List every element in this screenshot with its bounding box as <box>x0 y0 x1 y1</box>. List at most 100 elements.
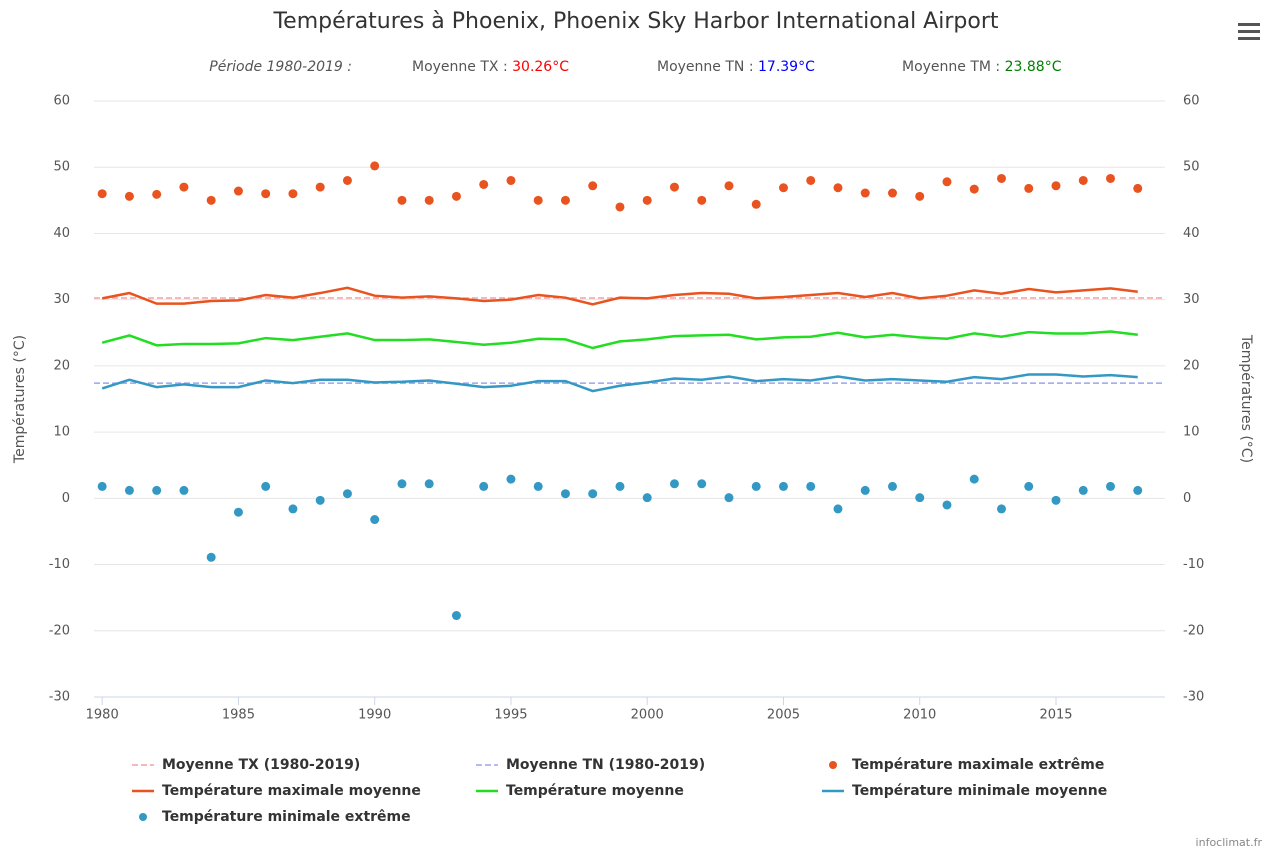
y-tick-label: 0 <box>62 491 70 506</box>
point <box>724 181 734 191</box>
point <box>915 191 925 201</box>
menu-bar[interactable] <box>1238 23 1260 26</box>
point <box>560 489 570 499</box>
point <box>751 481 761 491</box>
y2-tick-label: 20 <box>1183 358 1200 373</box>
menu[interactable] <box>1238 23 1260 40</box>
legend-symbol <box>139 813 147 821</box>
x-tick-label: 2000 <box>631 708 664 723</box>
point <box>288 189 298 199</box>
point <box>342 489 352 499</box>
y2-tick-label: -30 <box>1183 690 1204 705</box>
y-tick-label: 40 <box>53 226 70 241</box>
point <box>288 504 298 514</box>
chart-title: Températures à Phoenix, Phoenix Sky Harb… <box>272 9 998 34</box>
x-tick-label: 1995 <box>494 708 527 723</box>
stat-label: Moyenne TN : <box>657 59 754 75</box>
y2-tick-label: -10 <box>1183 557 1204 572</box>
x-tick-label: 1985 <box>222 708 255 723</box>
point <box>969 184 979 194</box>
stat: Moyenne TM : 23.88°C <box>902 59 1062 75</box>
point <box>206 195 216 205</box>
menu-bar[interactable] <box>1238 37 1260 40</box>
point <box>697 479 707 489</box>
point <box>424 479 434 489</box>
y2-tick-label: -20 <box>1183 623 1204 638</box>
point <box>533 481 543 491</box>
menu-bar[interactable] <box>1238 30 1260 33</box>
point <box>451 611 461 621</box>
point <box>806 175 816 185</box>
point <box>1051 181 1061 191</box>
legend-label: Température maximale extrême <box>852 757 1104 773</box>
point <box>806 481 816 491</box>
point <box>697 195 707 205</box>
x-tick-label: 2010 <box>903 708 936 723</box>
point <box>97 189 107 199</box>
legend-label: Moyenne TN (1980-2019) <box>506 757 705 773</box>
point <box>342 175 352 185</box>
x-tick-label: 1990 <box>358 708 391 723</box>
point <box>724 493 734 503</box>
point <box>479 481 489 491</box>
legend-label: Température maximale moyenne <box>162 783 421 799</box>
point <box>1078 485 1088 495</box>
y-tick-label: 10 <box>53 425 70 440</box>
y2-tick-label: 0 <box>1183 491 1191 506</box>
point <box>615 202 625 212</box>
y2-tick-label: 50 <box>1183 160 1200 175</box>
point <box>615 481 625 491</box>
y-tick-label: 60 <box>53 94 70 109</box>
point <box>642 493 652 503</box>
point <box>206 552 216 562</box>
point <box>152 485 162 495</box>
point <box>887 188 897 198</box>
point <box>860 485 870 495</box>
point <box>1133 183 1143 193</box>
point <box>370 161 380 171</box>
credit: infoclimat.fr <box>1196 836 1263 849</box>
point <box>588 181 598 191</box>
point <box>370 515 380 525</box>
point <box>397 479 407 489</box>
point <box>261 481 271 491</box>
y-tick-label: 20 <box>53 358 70 373</box>
series-line <box>101 286 1138 306</box>
point <box>124 191 134 201</box>
y2-tick-label: 30 <box>1183 292 1200 307</box>
point <box>915 493 925 503</box>
point <box>315 182 325 192</box>
stat-label: Moyenne TX : <box>412 59 508 75</box>
point <box>97 481 107 491</box>
stat-value: 30.26°C <box>512 59 569 75</box>
point <box>942 500 952 510</box>
y-tick-label: -10 <box>49 557 70 572</box>
legend-label: Température minimale moyenne <box>852 783 1107 799</box>
point <box>996 173 1006 183</box>
point <box>479 179 489 189</box>
point <box>887 481 897 491</box>
x-tick-label: 1980 <box>86 708 119 723</box>
point <box>669 479 679 489</box>
point <box>506 175 516 185</box>
point <box>1024 183 1034 193</box>
point <box>124 485 134 495</box>
stat-value: 17.39°C <box>758 59 815 75</box>
point <box>315 495 325 505</box>
legend-label: Température minimale extrême <box>162 809 411 825</box>
point <box>451 191 461 201</box>
y-tick-label: 30 <box>53 292 70 307</box>
point <box>1078 175 1088 185</box>
legend-label: Moyenne TX (1980-2019) <box>162 757 360 773</box>
x-tick-label: 2005 <box>767 708 800 723</box>
x-tick-label: 2015 <box>1039 708 1072 723</box>
point <box>179 182 189 192</box>
point <box>860 188 870 198</box>
point <box>833 183 843 193</box>
legend-label: Température moyenne <box>506 783 684 799</box>
stat-value: 23.88°C <box>1005 59 1062 75</box>
point <box>152 189 162 199</box>
y2-tick-label: 60 <box>1183 94 1200 109</box>
y2-tick-label: 10 <box>1183 425 1200 440</box>
y-tick-label: 50 <box>53 160 70 175</box>
